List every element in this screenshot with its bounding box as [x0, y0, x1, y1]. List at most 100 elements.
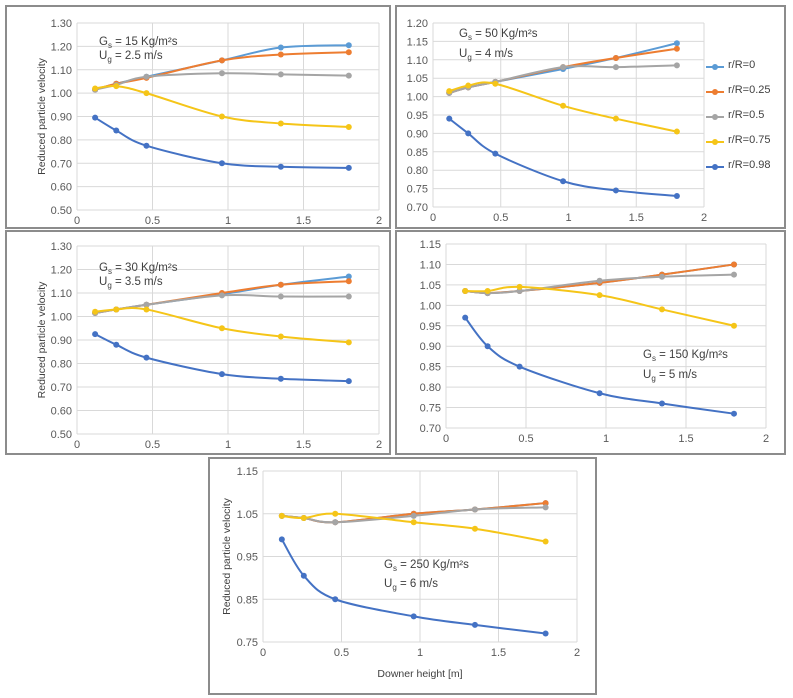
data-point-r/R=0.5 [659, 273, 665, 280]
legend-label: r/R=0.5 [728, 109, 765, 121]
series-line-r/R=0.75 [94, 84, 349, 129]
x-tick-label: 1 [565, 212, 571, 224]
data-point-r/R=0.98 [659, 400, 665, 407]
data-point-r/R=0.98 [345, 164, 352, 171]
data-point-r/R=0 [673, 40, 680, 47]
data-point-r/R=0.75 [143, 90, 150, 97]
y-tick-label: 0.95 [407, 110, 428, 122]
y-tick-label: 1.30 [51, 18, 72, 30]
y-tick-label: 0.50 [51, 205, 72, 217]
data-point-r/R=0.75 [113, 306, 120, 313]
data-point-r/R=0.98 [113, 341, 120, 348]
legend-label: r/R=0.75 [728, 134, 771, 146]
data-point-r/R=0.98 [332, 596, 339, 603]
y-axis-label: Reduced particle velocity [36, 57, 48, 174]
y-tick-label: 0.95 [420, 321, 441, 333]
legend-swatch-marker [712, 139, 718, 145]
data-point-r/R=0.5 [596, 277, 603, 284]
x-tick-label: 0.5 [145, 439, 160, 451]
y-tick-label: 1.20 [51, 41, 72, 53]
data-point-r/R=0.98 [471, 621, 478, 628]
data-point-r/R=0.98 [92, 114, 99, 121]
data-point-r/R=0.25 [673, 45, 680, 52]
y-tick-label: 0.50 [51, 429, 72, 441]
data-point-r/R=0.5 [218, 70, 225, 77]
data-point-r/R=0.5 [143, 301, 150, 308]
annotation-ug: Ug = 3.5 m/s [99, 276, 163, 290]
y-tick-label: 0.70 [51, 158, 72, 170]
data-point-r/R=0.75 [92, 308, 99, 315]
data-point-r/R=0.75 [345, 339, 352, 346]
y-tick-label: 1.20 [407, 18, 428, 30]
chart-panel-gs150: 0.70 0.75 0.80 0.85 0.90 0.95 1.00 1.05 1.10 1.15… [395, 230, 786, 455]
data-point-r/R=0.75 [484, 288, 491, 295]
chart-panel-gs15: 0.50 0.60 0.70 0.80 0.90 1.00 1.10 1.20 1.30 0 0.5… [5, 5, 391, 229]
y-tick-label: 0.75 [237, 637, 258, 649]
legend-swatch-marker [712, 64, 718, 70]
annotation-gs: Gs = 30 Kg/m²s [99, 262, 178, 276]
x-tick-label: 2 [701, 212, 707, 224]
data-point-r/R=0.5 [612, 64, 619, 71]
data-point-r/R=0.75 [542, 538, 549, 545]
data-point-r/R=0.25 [731, 261, 737, 268]
data-point-r/R=0 [277, 44, 284, 51]
y-tick-label: 0.85 [407, 147, 428, 159]
chart-panel-gs250: 0.75 0.85 0.95 1.05 1.15 0 0.5 1 1.5 2 Reduced par… [208, 457, 597, 695]
y-tick-label: 0.70 [420, 423, 441, 435]
data-point-r/R=0.98 [484, 343, 491, 350]
y-tick-label: 1.15 [420, 239, 441, 251]
y-tick-label: 0.90 [51, 335, 72, 347]
data-point-r/R=0.98 [410, 613, 417, 620]
y-tick-label: 0.85 [237, 594, 258, 606]
data-point-r/R=0.75 [612, 115, 619, 122]
legend-item-r098: r/R=0.98 [698, 158, 788, 183]
data-point-r/R=0.5 [731, 271, 737, 278]
y-tick-label: 0.80 [51, 135, 72, 147]
y-tick-label: 0.60 [51, 182, 72, 194]
data-point-r/R=0.5 [542, 504, 549, 511]
data-point-r/R=0.75 [516, 283, 523, 290]
data-point-r/R=0.75 [560, 102, 567, 109]
data-point-r/R=0.75 [300, 515, 307, 522]
data-point-r/R=0.75 [277, 120, 284, 127]
data-point-r/R=0.98 [492, 150, 499, 157]
data-point-r/R=0 [345, 273, 352, 280]
legend-swatch-marker [712, 114, 718, 120]
data-point-r/R=0.98 [218, 371, 225, 378]
data-point-r/R=0.75 [673, 128, 680, 135]
data-point-r/R=0.5 [410, 512, 417, 519]
data-point-r/R=0.25 [345, 278, 352, 285]
legend-item-r0: r/R=0 [698, 58, 788, 83]
x-axis-label: Downer height [m] [377, 668, 462, 680]
y-tick-label: 1.00 [407, 92, 428, 104]
data-point-r/R=0.75 [659, 306, 665, 313]
annotation-ug: Ug = 6 m/s [384, 578, 438, 592]
data-point-r/R=0.98 [446, 115, 453, 122]
data-point-r/R=0.75 [218, 325, 225, 332]
data-point-r/R=0.98 [462, 314, 469, 321]
y-tick-label: 1.05 [237, 509, 258, 521]
data-point-r/R=0.75 [492, 80, 499, 87]
chart-svg: 0.50 0.60 0.70 0.80 0.90 1.00 1.10 1.20 1.30 0 0.5… [36, 241, 382, 451]
y-tick-label: 1.20 [51, 265, 72, 277]
data-point-r/R=0.75 [345, 124, 352, 131]
x-tick-label: 1 [225, 215, 231, 227]
legend-swatch-marker [712, 89, 718, 95]
data-point-r/R=0.5 [673, 62, 680, 69]
data-point-r/R=0.75 [143, 306, 150, 313]
y-tick-label: 1.10 [407, 55, 428, 67]
chart-svg: 0.70 0.75 0.80 0.85 0.90 0.95 1.00 1.05 1.10 1.15… [407, 18, 707, 224]
y-tick-label: 0.90 [420, 341, 441, 353]
data-point-r/R=0.75 [410, 519, 417, 526]
data-point-r/R=0.98 [465, 130, 472, 137]
legend-swatch-marker [712, 164, 718, 170]
data-point-r/R=0.5 [332, 519, 339, 526]
x-tick-label: 1.5 [296, 439, 311, 451]
data-point-r/R=0.5 [143, 73, 150, 80]
chart-panel-gs30: 0.50 0.60 0.70 0.80 0.90 1.00 1.10 1.20 1.30 0 0.5… [5, 230, 391, 455]
data-point-r/R=0.5 [560, 64, 567, 71]
x-tick-label: 1.5 [678, 433, 693, 445]
y-tick-label: 1.10 [420, 259, 441, 271]
x-tick-label: 0.5 [145, 215, 160, 227]
data-point-r/R=0.98 [516, 363, 523, 370]
